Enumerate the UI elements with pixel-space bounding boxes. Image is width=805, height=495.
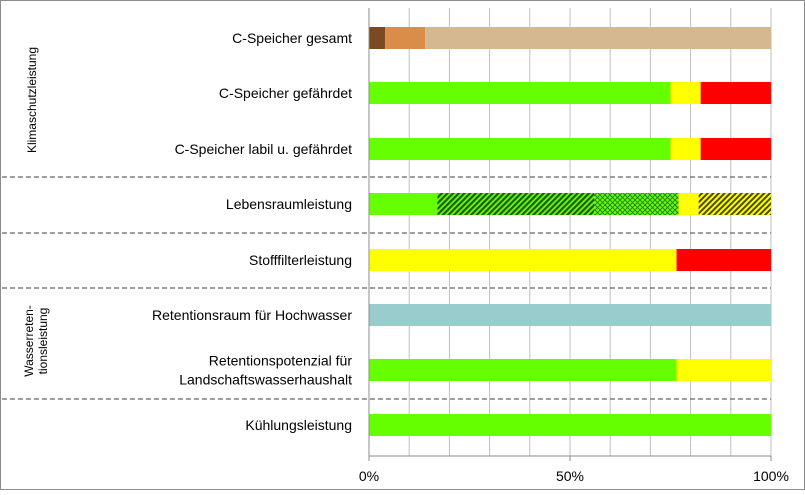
bar-segment — [700, 138, 771, 160]
bar-segment — [369, 249, 677, 271]
bar-segment — [369, 359, 677, 381]
bar-segment — [385, 27, 426, 49]
group-labels: Klimaschutzleistung Wasserreten- tionsle… — [22, 47, 50, 377]
group-label-wasser-line2: tionsleistung — [36, 308, 50, 375]
bar-segment — [678, 193, 699, 215]
bar-segment — [369, 82, 671, 104]
bar-segment — [369, 193, 438, 215]
category-label: Kühlungsleistung — [245, 417, 352, 433]
bar-segment — [437, 193, 595, 215]
bar-segment — [670, 82, 701, 104]
x-tick-label: 0% — [359, 468, 379, 484]
category-label: Retentionsraum für Hochwasser — [152, 307, 352, 323]
category-label: Stofffilterleistung — [249, 252, 352, 268]
category-label: C-Speicher labil u. gefährdet — [175, 141, 353, 157]
bar-segment — [700, 82, 771, 104]
bar-segment — [698, 193, 771, 215]
bar-segment — [369, 138, 671, 160]
category-label: Retentionspotenzial für — [209, 353, 353, 369]
group-label-klimaschutz: Klimaschutzleistung — [25, 47, 39, 153]
category-labels: C-Speicher gesamt C-Speicher gefährdet C-S… — [152, 30, 352, 433]
bar-segment — [369, 304, 771, 326]
category-label: Lebensraumleistung — [226, 196, 352, 212]
category-label: C-Speicher gesamt — [232, 30, 352, 46]
bar-segment — [670, 138, 701, 160]
bar-segment — [676, 249, 771, 271]
group-label-wasser-line1: Wasserreten- — [22, 305, 36, 377]
group-separators — [2, 176, 771, 400]
bar-segment — [369, 27, 386, 49]
bar-segment — [676, 359, 771, 381]
bar-segment — [594, 193, 679, 215]
x-tick-label: 50% — [556, 468, 584, 484]
bars — [369, 27, 771, 436]
bar-segment — [369, 414, 771, 436]
category-label: Landschaftswasserhaushalt — [179, 372, 352, 388]
category-label: C-Speicher gefährdet — [219, 85, 352, 101]
x-axis: 0% 50% 100% — [359, 8, 789, 484]
x-tick-label: 100% — [753, 468, 789, 484]
bar-segment — [425, 27, 771, 49]
